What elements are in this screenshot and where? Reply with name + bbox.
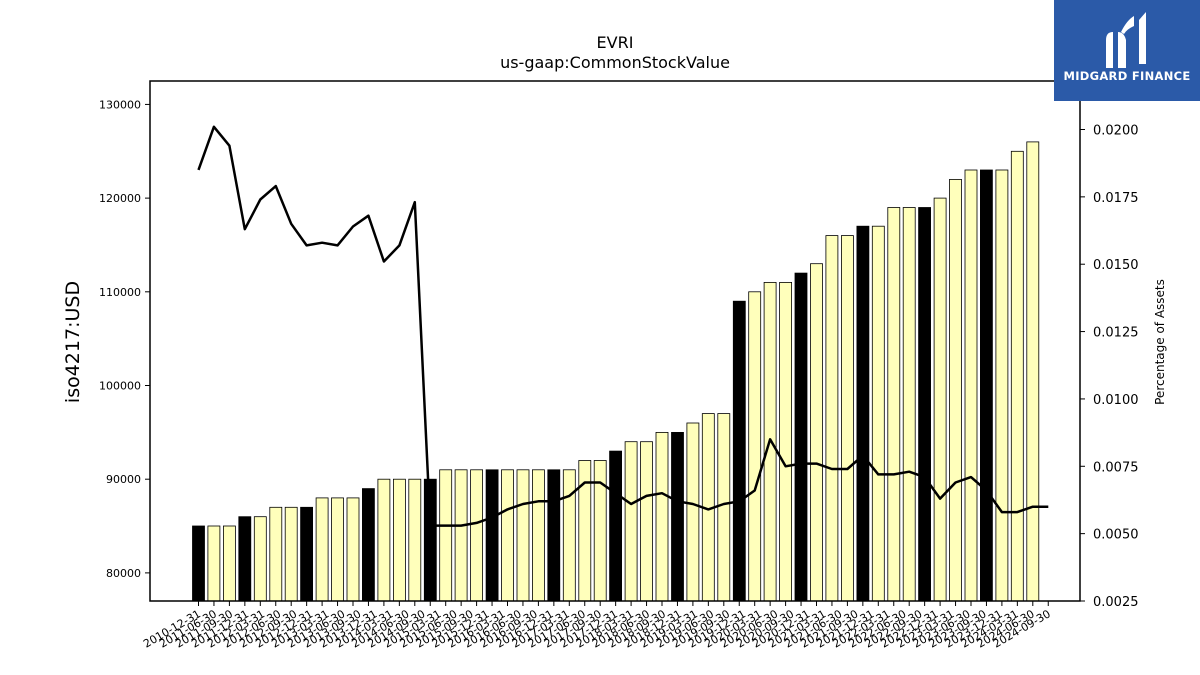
brand-name: MIDGARD FINANCE: [1063, 69, 1191, 83]
bar: [331, 497, 344, 602]
bar: [547, 469, 561, 602]
y2-tick-label: 0.0075: [1093, 460, 1139, 475]
bar: [949, 178, 962, 602]
bar: [423, 478, 437, 602]
bar: [1010, 150, 1024, 602]
bar: [439, 469, 453, 602]
bar: [841, 235, 854, 602]
y2-tick-label: 0.0175: [1093, 191, 1139, 206]
bar: [748, 291, 762, 602]
bar: [871, 225, 885, 602]
y2-tick-label: 0.0025: [1093, 595, 1139, 610]
percentage-line: [197, 125, 1049, 527]
bar: [640, 441, 653, 602]
bar: [485, 469, 499, 602]
bar: [794, 272, 808, 602]
bar: [1026, 141, 1040, 602]
bar: [516, 469, 530, 602]
bar: [671, 431, 684, 602]
bar: [269, 506, 283, 602]
bar: [964, 169, 978, 602]
bar: [408, 478, 422, 602]
bar: [995, 169, 1009, 602]
y2-axis-label: Percentage of Assets: [1153, 279, 1167, 405]
bar: [933, 197, 947, 602]
bar: [470, 469, 484, 602]
bar: [346, 497, 360, 602]
bar: [717, 413, 731, 602]
y2-tick-label: 0.0200: [1093, 123, 1139, 138]
bar: [980, 169, 993, 602]
y-tick-label: 130000: [99, 98, 141, 111]
bar: [825, 235, 839, 602]
bar: [562, 469, 576, 602]
chart-title: EVRI: [597, 33, 634, 52]
bar: [887, 207, 901, 602]
y-axis-label: iso4217:USD: [62, 281, 84, 403]
y2-tick-label: 0.0125: [1093, 326, 1139, 341]
y-tick-label: 120000: [99, 192, 141, 205]
midgard-finance-logo: MIDGARD FINANCE: [1054, 0, 1200, 101]
bar: [284, 506, 298, 602]
bar: [686, 422, 700, 602]
y2-tick-label: 0.0100: [1093, 393, 1139, 408]
y-tick-label: 90000: [106, 473, 141, 486]
y-tick-label: 110000: [99, 286, 141, 299]
bar: [300, 506, 314, 602]
y-tick-label: 80000: [106, 567, 141, 580]
bar: [454, 469, 468, 602]
y-tick-label: 100000: [99, 380, 141, 393]
bar: [501, 469, 514, 602]
bar: [624, 441, 638, 602]
bar: [192, 525, 205, 602]
bar: [902, 207, 916, 602]
bar: [655, 431, 669, 602]
plot-frame: [149, 80, 1081, 602]
y2-tick-label: 0.0050: [1093, 528, 1139, 543]
bar: [315, 497, 329, 602]
bar: [856, 225, 870, 602]
bar: [532, 469, 545, 602]
logo-mark-icon: [1106, 12, 1146, 68]
bar: [609, 450, 622, 602]
chart-subtitle: us-gaap:CommonStockValue: [500, 53, 730, 72]
bar: [392, 478, 406, 602]
bar: [253, 516, 267, 602]
y2-tick-label: 0.0150: [1093, 258, 1139, 273]
bar: [918, 207, 931, 602]
bar: [222, 525, 236, 602]
bar: [779, 281, 792, 602]
bar: [238, 516, 252, 602]
bar: [732, 300, 746, 602]
bar: [207, 525, 221, 602]
bar: [361, 488, 375, 602]
bar: [377, 478, 391, 602]
bar: [810, 263, 823, 602]
